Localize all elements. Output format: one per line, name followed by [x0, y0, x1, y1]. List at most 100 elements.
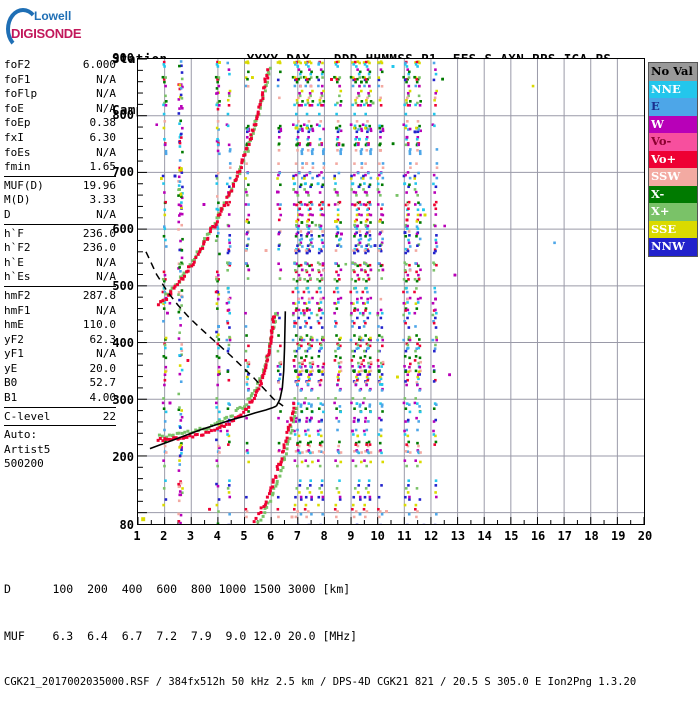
param-key: foF1	[4, 72, 31, 86]
param-key: foF2	[4, 58, 31, 71]
footer-muf-row: MUF 6.3 6.4 6.7 7.2 7.9 9.0 12.0 20.0 [M…	[4, 628, 358, 643]
trace-2nd-hop-x	[159, 66, 272, 304]
param-value: N/A	[96, 347, 116, 361]
param-key: D	[4, 207, 11, 221]
param-row-B1: B1 4.00	[4, 391, 116, 406]
param-group-4: C-level 22	[4, 410, 116, 427]
footer-info: D 100 200 400 600 800 1000 1500 3000 [km…	[4, 551, 636, 706]
param-value: N/A	[96, 145, 116, 159]
param-group-0: foF2 6.000 foF1 N/A foFlp N/A foE N/A foEp 0.38 fx…	[4, 58, 116, 177]
ionospheric-parameters-panel: foF2 6.000 foF1 N/A foFlp N/A foE N/A foEp 0.38 fx…	[4, 58, 116, 472]
trace-f2-ordinary	[156, 315, 276, 443]
param-row-hF: h`F 236.0	[4, 227, 116, 242]
param-row-D: D N/A	[4, 208, 116, 223]
legend-item-no-val[interactable]: No Val	[649, 63, 697, 81]
ionogram-plot-area[interactable]	[137, 58, 645, 525]
param-value: 52.7	[89, 376, 117, 390]
param-row-yF2: yF2 62.3	[4, 333, 116, 348]
param-value: 287.8	[82, 288, 116, 302]
param-row-MD: M(D) 3.33	[4, 193, 116, 208]
y-tick-800: 800	[112, 107, 134, 122]
auto-block: Auto: Artist5 500200	[4, 428, 116, 472]
param-row-Clevel: C-level 22	[4, 410, 116, 425]
param-value: 236.0	[82, 226, 116, 240]
param-row-hF2: h`F2 236.0	[4, 241, 116, 256]
param-value: 4.00	[89, 391, 117, 405]
param-row-hmF1: hmF1 N/A	[4, 304, 116, 319]
direction-color-legend: No Val NNE E W Vo- Vo+ SSW X- X+ SSE NNW	[648, 62, 698, 257]
legend-item-x-[interactable]: X-	[649, 185, 697, 203]
legend-item-nnw[interactable]: NNW	[649, 238, 697, 256]
param-value: 6.000	[82, 58, 116, 71]
param-row-B0: B0 52.7	[4, 376, 116, 391]
fmin-marker	[141, 517, 146, 522]
param-row-foFlp: foFlp N/A	[4, 87, 116, 102]
muf-dashed-curve	[145, 251, 284, 407]
x-tick-2: 2	[160, 529, 168, 543]
axis-ticks	[138, 59, 644, 524]
x-tick-17: 17	[557, 529, 573, 543]
param-row-foEp: foEp 0.38	[4, 116, 116, 131]
x-tick-9: 9	[347, 529, 355, 543]
param-value: 1.65	[89, 160, 117, 174]
param-value: 62.3	[89, 332, 117, 346]
legend-item-sse[interactable]: SSE	[649, 220, 697, 238]
param-group-3: hmF2 287.8 hmF1 N/A hmE 110.0 yF2 62.3 yF1 N/A yE 2…	[4, 289, 116, 408]
x-tick-3: 3	[186, 529, 195, 543]
param-row-yF1: yF1 N/A	[4, 347, 116, 362]
param-value: 22	[102, 409, 116, 423]
param-row-foF2: foF2 6.000	[4, 58, 116, 73]
legend-item-vo-[interactable]: Vo+	[649, 150, 697, 168]
logo-arc-icon	[6, 8, 40, 50]
x-tick-8: 8	[320, 529, 328, 543]
param-key: M(D)	[4, 193, 31, 207]
param-key: h`F2	[4, 241, 31, 255]
param-key: h`F	[4, 226, 24, 240]
param-value: 110.0	[82, 318, 116, 332]
x-tick-18: 18	[584, 529, 599, 543]
legend-item-e[interactable]: E	[649, 98, 697, 116]
legend-item-w[interactable]: W	[649, 115, 697, 133]
param-row-hmF2: hmF2 287.8	[4, 289, 116, 304]
x-tick-1: 1	[133, 529, 141, 543]
param-value: 6.30	[89, 130, 117, 144]
footer-filename-row: CGK21_2017002035000.RSF / 384fx512h 50 k…	[4, 676, 637, 688]
x-tick-13: 13	[450, 529, 466, 543]
x-tick-6: 6	[267, 529, 275, 543]
x-tick-14: 14	[477, 529, 492, 543]
param-key: B1	[4, 391, 18, 405]
param-row-yE: yE 20.0	[4, 362, 116, 377]
ionogram-svg[interactable]	[137, 58, 645, 525]
param-value: 19.96	[82, 178, 116, 192]
legend-item-nne[interactable]: NNE	[649, 80, 697, 98]
y-tick-700: 700	[112, 164, 134, 179]
param-value: 20.0	[89, 361, 117, 375]
param-value: N/A	[96, 101, 116, 115]
param-value: N/A	[96, 255, 116, 269]
param-value: N/A	[96, 72, 116, 86]
legend-item-ssw[interactable]: SSW	[649, 168, 697, 186]
param-value: N/A	[96, 87, 116, 101]
param-row-foE: foE N/A	[4, 102, 116, 117]
electron-density-profile	[149, 405, 277, 450]
param-row-fxI: fxI 6.30	[4, 131, 116, 146]
profile-asymptote	[275, 311, 287, 407]
auto-code: 500200	[4, 457, 44, 471]
param-key: B0	[4, 376, 18, 390]
legend-item-vo-[interactable]: Vo-	[649, 133, 697, 151]
y-tick-500: 500	[112, 278, 134, 293]
param-key: hmF2	[4, 288, 31, 302]
legend-item-x-[interactable]: X+	[649, 203, 697, 221]
param-key: foEp	[4, 116, 31, 130]
param-value: 0.38	[89, 116, 117, 130]
param-key: foE	[4, 101, 24, 115]
param-value: N/A	[96, 207, 116, 221]
x-tick-20: 20	[637, 529, 653, 543]
param-row-fmin: fmin 1.65	[4, 160, 116, 175]
trace-2nd-hop-o	[156, 68, 270, 307]
param-group-1: MUF(D) 19.96 M(D) 3.33 D N/A	[4, 179, 116, 225]
lowell-digisonde-logo: Lowell DIGISONDE	[6, 6, 104, 50]
noise-speckle	[155, 60, 556, 524]
y-axis-labels: 80 200 300 400 500 600 700 800 900	[96, 51, 134, 532]
auto-label: Auto:	[4, 428, 38, 442]
